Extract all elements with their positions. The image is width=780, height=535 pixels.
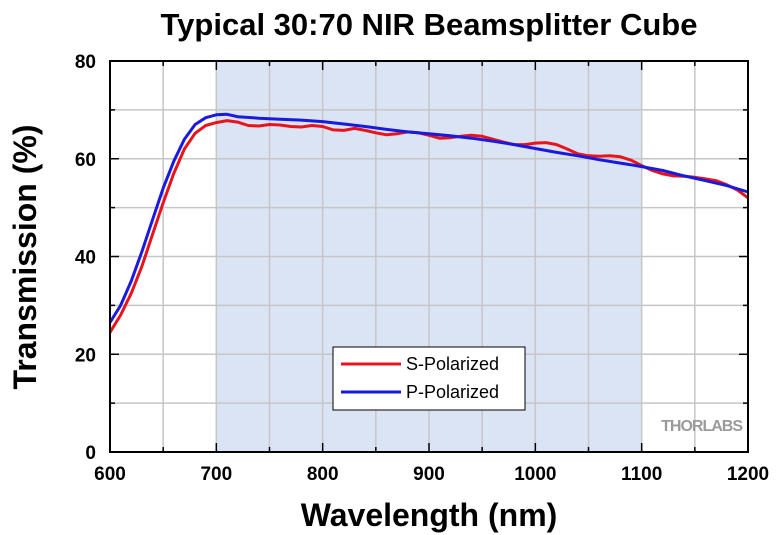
- legend-label-s-polarized: S-Polarized: [406, 354, 499, 374]
- y-axis-title: Transmission (%): [7, 125, 43, 390]
- series-layer: [108, 112, 749, 334]
- y-tick-label: 60: [75, 150, 96, 171]
- x-tick-label: 1000: [514, 464, 556, 485]
- x-tick-label: 600: [94, 464, 126, 485]
- y-tick-label: 0: [85, 443, 96, 464]
- legend-label-p-polarized: P-Polarized: [406, 382, 499, 402]
- axis-ticks: [109, 60, 749, 453]
- legend: S-Polarized P-Polarized: [332, 346, 526, 411]
- legend-box: [332, 346, 526, 411]
- x-tick-label: 800: [307, 464, 339, 485]
- series-line-p-polarized: [108, 112, 749, 324]
- y-tick-labels: 0 20 40 60 80: [75, 52, 96, 464]
- y-tick-label: 40: [75, 248, 96, 269]
- x-tick-label: 900: [413, 464, 445, 485]
- chart-title: Typical 30:70 NIR Beamsplitter Cube: [161, 7, 698, 42]
- thorlabs-watermark: THORLABS: [661, 418, 743, 435]
- x-tick-label: 700: [200, 464, 232, 485]
- x-axis-title: Wavelength (nm): [301, 497, 558, 533]
- x-tick-labels: 600 700 800 900 1000 1100 1200: [94, 464, 769, 485]
- y-tick-label: 80: [75, 52, 96, 73]
- x-tick-label: 1200: [727, 464, 769, 485]
- y-tick-label: 20: [75, 345, 96, 366]
- x-tick-label: 1100: [621, 464, 662, 485]
